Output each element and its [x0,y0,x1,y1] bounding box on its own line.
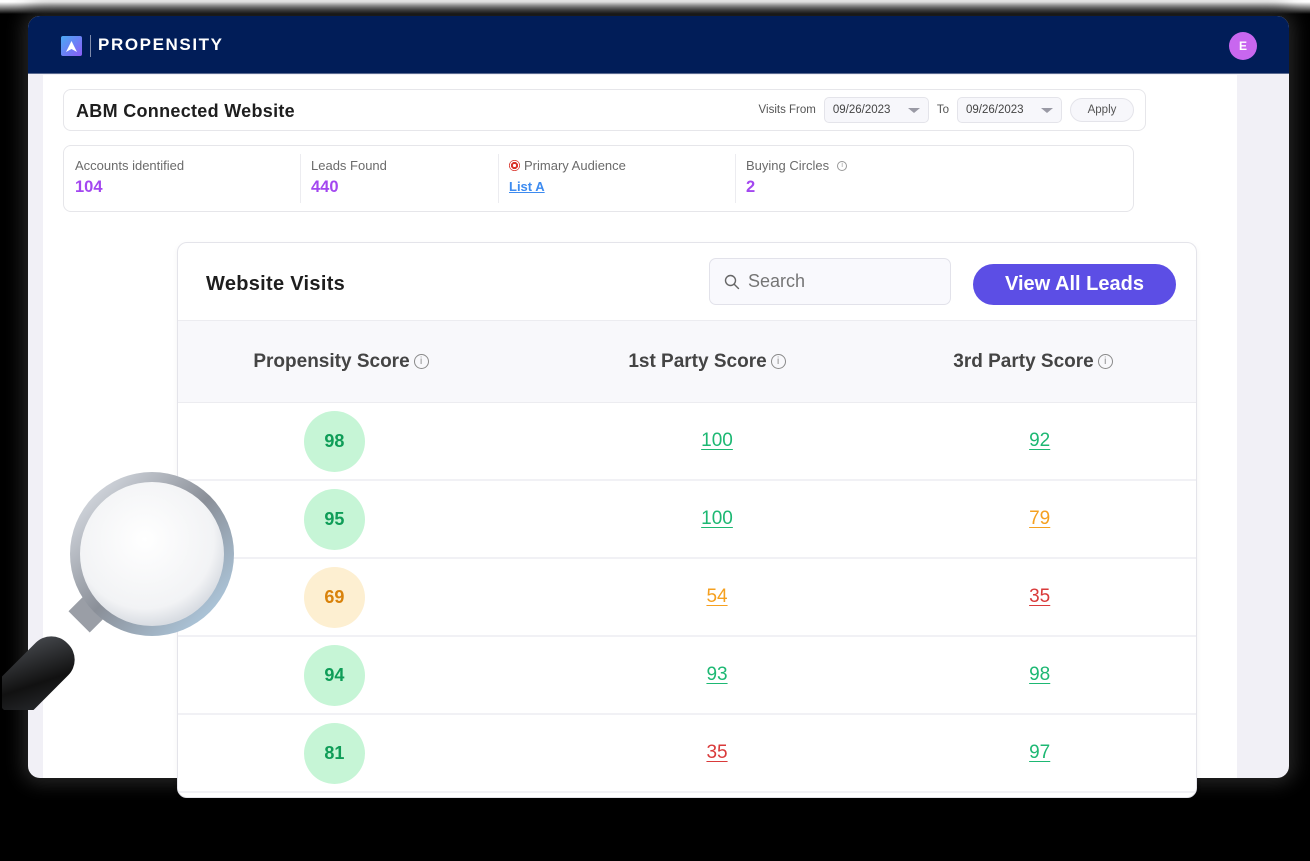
stat-label-row: Primary Audience [509,158,724,173]
propensity-cell: 95 [178,481,551,557]
search-field[interactable] [709,258,951,305]
first-party-cell: 100 [551,403,874,479]
third-party-cell: 97 [873,715,1196,791]
page-header-card: ABM Connected Website Visits From 09/26/… [63,89,1146,131]
stat-label-row: Buying Circles i [746,158,1114,173]
column-header-third-party[interactable]: 3rd Party Score i [870,321,1196,402]
table-row: 98 100 92 [178,403,1196,481]
page-title: ABM Connected Website [76,101,295,121]
info-icon[interactable]: i [770,354,786,369]
third-party-score-link[interactable]: 92 [1029,430,1051,451]
third-party-score-link[interactable]: 35 [1029,586,1051,607]
stat-leads-found: Leads Found 440 [300,146,498,211]
propensity-score-badge: 69 [303,566,365,628]
propensity-score-badge: 95 [303,488,365,550]
table-row: 94 93 98 [178,637,1196,715]
first-party-cell: 35 [551,715,874,791]
stat-value: 2 [746,178,756,196]
first-party-score-link[interactable]: 35 [706,742,728,763]
stat-label: Accounts identified [75,158,185,173]
propensity-score-badge: 94 [303,644,365,706]
info-icon[interactable]: i [837,160,848,171]
third-party-score-link[interactable]: 98 [1029,664,1051,685]
logo-icon[interactable] [61,36,82,56]
table-row: 95 100 79 [178,481,1196,559]
user-avatar[interactable]: E [1229,32,1257,60]
primary-audience-link[interactable]: List A [509,179,545,194]
view-all-leads-button[interactable]: View All Leads [973,264,1176,305]
third-party-cell: 35 [873,559,1196,635]
to-date-select[interactable]: 09/26/2023 [957,97,1062,123]
apply-button[interactable]: Apply [1070,98,1134,122]
info-icon[interactable]: i [413,354,429,369]
stat-label: Buying Circles [746,158,830,173]
propensity-score-badge: 98 [303,410,365,472]
magnifying-glass-icon [2,472,234,710]
propensity-score-badge: 81 [303,722,365,784]
stat-accounts-identified: Accounts identified 104 [64,146,300,211]
brand-name: PROPENSITY [98,35,224,54]
propensity-cell: 94 [178,637,551,713]
table-row: 69 54 35 [178,559,1196,637]
table-body: 98 100 92 95 100 79 69 54 35 94 [178,403,1196,793]
column-label: 1st Party Score [628,350,767,372]
column-label: Propensity Score [253,350,410,372]
info-icon[interactable]: i [1097,354,1113,369]
chevron-down-icon [1041,107,1053,113]
website-visits-panel: Website Visits View All Leads Propensity… [177,242,1197,798]
stat-value: 440 [311,178,339,196]
stat-buying-circles: Buying Circles i 2 [735,146,1125,211]
first-party-score-link[interactable]: 54 [706,586,728,607]
to-label: To [936,104,949,116]
stats-summary: Accounts identified 104 Leads Found 440 … [63,145,1134,212]
panel-header: Website Visits View All Leads [178,243,1196,321]
propensity-cell: 69 [178,559,551,635]
third-party-cell: 92 [873,403,1196,479]
first-party-cell: 93 [551,637,874,713]
first-party-score-link[interactable]: 100 [701,508,733,529]
stat-label: Leads Found [311,158,387,173]
from-date-select[interactable]: 09/26/2023 [823,97,929,123]
propensity-cell: 81 [178,715,551,791]
third-party-score-link[interactable]: 79 [1029,508,1051,529]
third-party-score-link[interactable]: 97 [1029,742,1051,763]
table-row: 81 35 97 [178,715,1196,793]
first-party-cell: 54 [551,559,874,635]
panel-title: Website Visits [206,273,346,295]
target-icon [509,160,520,171]
search-icon [724,274,740,289]
to-date-value: 09/26/2023 [966,104,1024,116]
column-header-propensity[interactable]: Propensity Score i [178,321,524,402]
logo-divider [90,35,91,57]
chevron-down-icon [907,107,920,113]
first-party-score-link[interactable]: 100 [701,430,733,451]
date-filters: Visits From 09/26/2023 To 09/26/2023 App… [759,97,1134,123]
top-navbar: PROPENSITY E [28,16,1289,74]
first-party-cell: 100 [551,481,874,557]
visits-from-label: Visits From [758,104,816,116]
third-party-cell: 79 [873,481,1196,557]
column-label: 3rd Party Score [953,350,1094,372]
table-header: Propensity Score i 1st Party Score i 3rd… [178,321,1196,403]
stat-primary-audience: Primary Audience List A [498,146,735,211]
stat-label: Primary Audience [524,158,626,173]
first-party-score-link[interactable]: 93 [706,664,728,685]
third-party-cell: 98 [873,637,1196,713]
propensity-cell: 98 [178,403,551,479]
column-header-first-party[interactable]: 1st Party Score i [524,321,870,402]
search-input[interactable] [748,271,928,292]
from-date-value: 09/26/2023 [832,104,891,116]
stat-value: 104 [75,178,103,196]
